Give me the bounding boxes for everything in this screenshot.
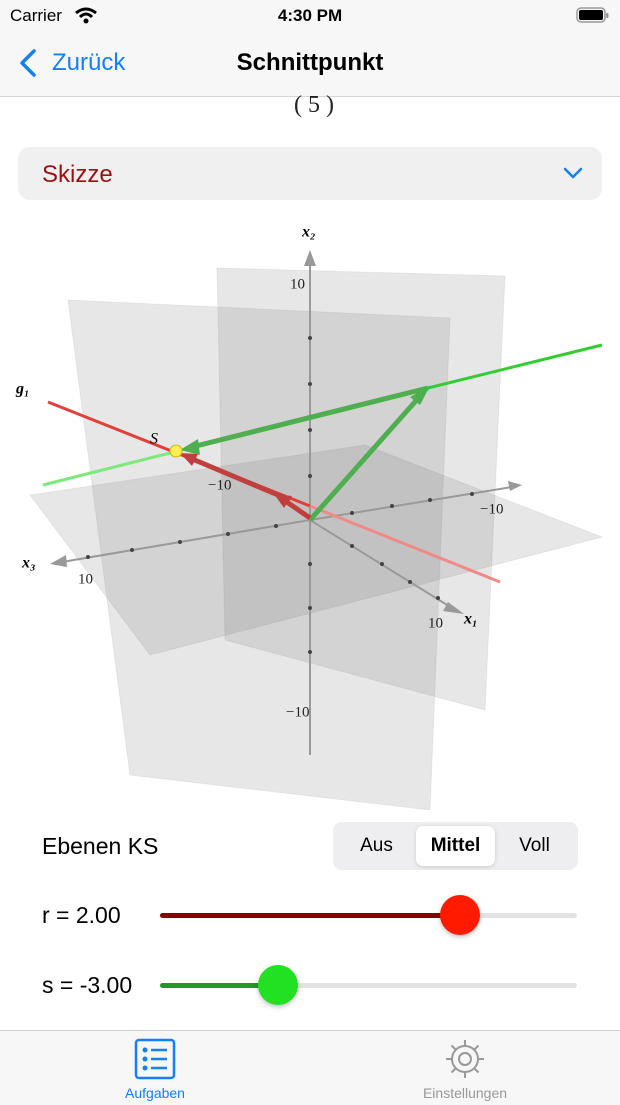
slider-track [160, 983, 577, 988]
line-label: g₁ [15, 381, 30, 398]
tick-label: 10 [78, 571, 93, 587]
r-label: r = 2.00 [42, 902, 121, 928]
segmented-control: Aus Mittel Voll [333, 822, 578, 870]
wifi-icon [75, 7, 97, 24]
tick-label: −10 [208, 477, 231, 493]
formula-value: 5 [308, 92, 320, 118]
arrow-x1-neg [508, 481, 522, 491]
nav-bar [0, 0, 620, 97]
arrow-x3 [50, 555, 67, 567]
slider-thumb[interactable] [440, 895, 480, 935]
arrow-x2 [304, 250, 316, 266]
vector [282, 497, 312, 521]
planes [29, 267, 604, 810]
line-g1 [309, 504, 501, 584]
segment[interactable]: Aus [360, 835, 393, 856]
plane [67, 299, 451, 810]
vector-head [180, 439, 200, 455]
tab-label[interactable]: Einstellungen [422, 1085, 508, 1101]
vector [189, 455, 291, 503]
vector [308, 392, 424, 522]
axis-label: x₃ [21, 555, 36, 572]
vectors [180, 385, 430, 522]
formula-fragment: ( 5 ) [294, 92, 334, 119]
section-header[interactable] [18, 147, 602, 200]
line-h [427, 343, 603, 390]
carrier: Carrier [10, 6, 62, 25]
battery-icon [576, 7, 609, 23]
slider-fill [160, 983, 278, 988]
paren: ) [326, 92, 334, 118]
segment[interactable]: Voll [519, 835, 550, 856]
axis-labels: x₂ x₁ x₃ g₁ S [15, 224, 478, 628]
tab-bar [0, 1030, 620, 1105]
tick-label: −10 [286, 704, 309, 720]
slider-fill [160, 913, 460, 918]
intersection-point [169, 444, 183, 458]
axis-x3 [61, 519, 311, 563]
slider-thumb[interactable] [258, 965, 298, 1005]
section-title: Skizze [42, 161, 113, 188]
paren: ( [294, 92, 302, 118]
vector [191, 385, 429, 450]
arrow-x1 [443, 602, 464, 614]
tick-label: 10 [290, 276, 305, 292]
planes-label: Ebenen KS [42, 833, 159, 859]
segment[interactable]: Mittel [416, 826, 495, 866]
axis-x1-neg [309, 485, 519, 521]
tab-label[interactable]: Aufgaben [125, 1085, 185, 1101]
tab-icon-gear[interactable] [443, 1037, 487, 1081]
tick-dots [86, 336, 474, 654]
nav-title: Schnittpunkt [236, 49, 384, 76]
axis-label: x₁ [463, 611, 478, 628]
back-button[interactable]: Zurück [52, 49, 126, 76]
time: 4:30 PM [277, 6, 343, 25]
vector-head [180, 453, 198, 466]
section-chevron [563, 167, 583, 179]
back-chevron[interactable] [16, 48, 40, 78]
plane [29, 444, 604, 656]
tick-label: −10 [480, 501, 503, 517]
point-label: S [150, 431, 158, 448]
tick-label: 10 [428, 615, 443, 631]
plane [216, 267, 506, 711]
tab-icon-list[interactable] [134, 1038, 176, 1080]
axis-label: x₂ [301, 224, 316, 241]
s-label: s = -3.00 [42, 972, 133, 998]
sketch: x₂ x₁ x₃ g₁ S 10 −10 10 −10 10 −10 [15, 224, 604, 810]
tick-labels: 10 −10 10 −10 10 −10 [78, 276, 503, 720]
